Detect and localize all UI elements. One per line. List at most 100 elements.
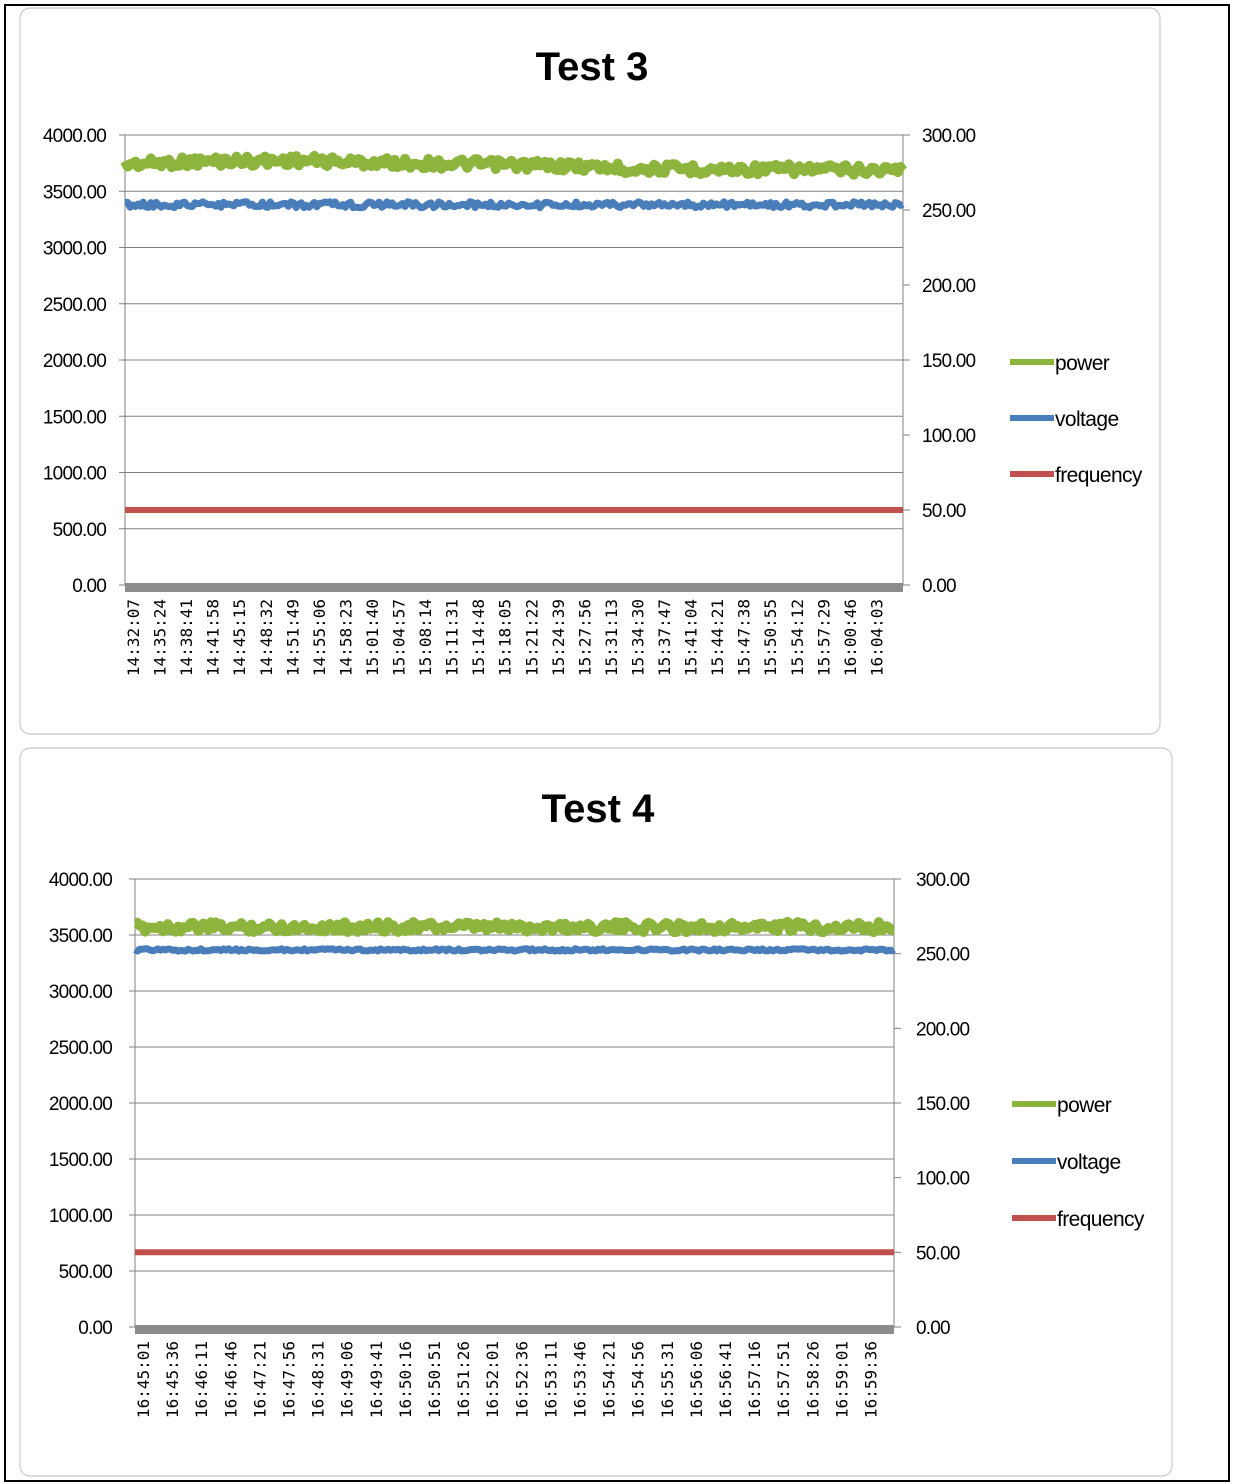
chart-test-4: Test 4 0.00 500.00 1000.00 1500.00 2000.00 250…	[49, 787, 1146, 1418]
y-right-tick-label: 50.00	[916, 1243, 960, 1264]
x-tick-label: 16:56:41	[716, 1341, 735, 1418]
x-tick-label: 15:08:14	[416, 599, 435, 676]
x-axis-baseline	[135, 1325, 894, 1334]
y-right-tick-label: 50.00	[922, 501, 966, 522]
x-tick-label: 14:35:24	[151, 599, 170, 676]
y-right-tick-label: 100.00	[916, 1169, 970, 1190]
x-tick-label: 16:46:46	[221, 1341, 240, 1418]
x-tick-label: 15:01:40	[363, 599, 382, 676]
y-right-tick-label: 100.00	[922, 426, 976, 447]
x-tick-label: 15:50:55	[761, 599, 780, 676]
chart-title-test-4: Test 4	[542, 787, 655, 831]
x-tick-label: 14:58:23	[336, 599, 355, 676]
x-tick-label: 16:59:36	[862, 1341, 881, 1418]
outer-frame	[4, 4, 1230, 1482]
x-tick-label: 14:45:15	[230, 599, 249, 676]
y-left-tick-label: 0.00	[78, 1318, 112, 1339]
x-tick-label: 16:52:36	[512, 1341, 531, 1418]
x-tick-label: 16:54:56	[629, 1341, 648, 1418]
x-tick-label: 14:48:32	[257, 599, 276, 676]
x-tick-label: 14:55:06	[310, 599, 329, 676]
x-tick-label: 16:57:51	[774, 1341, 793, 1418]
x-tick-label: 15:57:29	[814, 599, 833, 676]
x-tick-label: 16:50:51	[425, 1341, 444, 1418]
x-tick-label: 15:27:56	[575, 599, 594, 676]
y-right-tick-label: 200.00	[916, 1019, 970, 1040]
x-tick-label: 15:21:22	[522, 599, 541, 676]
x-tick-label: 15:47:38	[735, 599, 754, 676]
legend-label-frequency: frequency	[1055, 464, 1143, 487]
x-tick-label: 15:37:47	[655, 599, 674, 676]
y-right-tick-label: 300.00	[922, 126, 976, 147]
y-left-tick-label: 3000.00	[43, 239, 106, 260]
x-tick-label: 16:58:26	[803, 1341, 822, 1418]
y-left-tick-label: 3000.00	[49, 982, 112, 1003]
x-tick-label: 16:52:01	[483, 1341, 502, 1418]
chart-panel-test-3	[19, 7, 1161, 735]
x-tick-label: 16:45:36	[163, 1341, 182, 1418]
x-axis-baseline	[125, 583, 903, 592]
x-tick-label: 14:38:41	[177, 599, 196, 676]
chart-title-test-3: Test 3	[536, 45, 649, 89]
y-left-tick-label: 2000.00	[43, 351, 106, 372]
series-line-power	[132, 916, 897, 938]
y-left-tick-label: 4000.00	[49, 870, 112, 891]
x-tick-label: 15:18:05	[496, 599, 515, 676]
y-left-tick-label: 1000.00	[43, 464, 106, 485]
x-tick-label: 15:31:13	[602, 599, 621, 676]
x-tick-label: 16:47:56	[280, 1341, 299, 1418]
y-left-tick-label: 1500.00	[49, 1150, 112, 1171]
series-line-voltage	[124, 198, 905, 212]
y-right-tick-label: 250.00	[922, 201, 976, 222]
y-left-tick-label: 0.00	[72, 576, 106, 597]
y-left-tick-label: 2500.00	[49, 1038, 112, 1059]
series-line-power	[120, 150, 908, 180]
x-tick-label: 16:50:16	[396, 1341, 415, 1418]
y-left-tick-label: 2000.00	[49, 1094, 112, 1115]
x-tick-label: 15:44:21	[708, 599, 727, 676]
x-tick-label: 15:54:12	[788, 599, 807, 676]
x-tick-label: 16:54:21	[600, 1341, 619, 1418]
y-left-tick-label: 3500.00	[43, 182, 106, 203]
x-tick-label: 15:24:39	[549, 599, 568, 676]
legend-label-frequency: frequency	[1057, 1208, 1145, 1231]
x-tick-label: 16:49:06	[338, 1341, 357, 1418]
y-right-tick-label: 200.00	[922, 276, 976, 297]
x-tick-label: 16:46:11	[192, 1341, 211, 1418]
x-tick-label: 16:49:41	[367, 1341, 386, 1418]
y-right-tick-label: 0.00	[922, 576, 956, 597]
x-tick-label: 16:53:11	[541, 1341, 560, 1418]
legend-label-power: power	[1057, 1094, 1112, 1117]
x-tick-label: 14:51:49	[283, 599, 302, 676]
y-right-tick-label: 250.00	[916, 945, 970, 966]
x-tick-label: 14:32:07	[124, 599, 143, 676]
y-right-tick-label: 150.00	[916, 1094, 970, 1115]
legend-label-power: power	[1055, 352, 1110, 375]
series-line-voltage	[133, 945, 896, 955]
x-tick-label: 16:04:03	[867, 599, 886, 676]
y-left-tick-label: 500.00	[59, 1262, 113, 1283]
x-tick-label: 16:48:31	[309, 1341, 328, 1418]
x-tick-label: 16:59:01	[832, 1341, 851, 1418]
legend-label-voltage: voltage	[1057, 1151, 1121, 1174]
y-left-tick-label: 2500.00	[43, 295, 106, 316]
y-left-tick-label: 3500.00	[49, 926, 112, 947]
x-tick-label: 14:41:58	[204, 599, 223, 676]
legend-label-voltage: voltage	[1055, 408, 1119, 431]
y-right-tick-label: 300.00	[916, 870, 970, 891]
x-tick-label: 16:51:26	[454, 1341, 473, 1418]
x-tick-label: 15:34:30	[628, 599, 647, 676]
x-tick-label: 16:47:21	[250, 1341, 269, 1418]
x-tick-label: 15:41:04	[682, 599, 701, 676]
x-tick-label: 16:56:06	[687, 1341, 706, 1418]
y-left-tick-label: 1000.00	[49, 1206, 112, 1227]
x-tick-label: 16:55:31	[658, 1341, 677, 1418]
x-tick-label: 16:53:46	[571, 1341, 590, 1418]
y-left-tick-label: 4000.00	[43, 126, 106, 147]
x-tick-label: 15:14:48	[469, 599, 488, 676]
y-left-tick-label: 500.00	[53, 520, 107, 541]
y-right-tick-label: 0.00	[916, 1318, 950, 1339]
y-right-tick-label: 150.00	[922, 351, 976, 372]
y-left-tick-label: 1500.00	[43, 407, 106, 428]
